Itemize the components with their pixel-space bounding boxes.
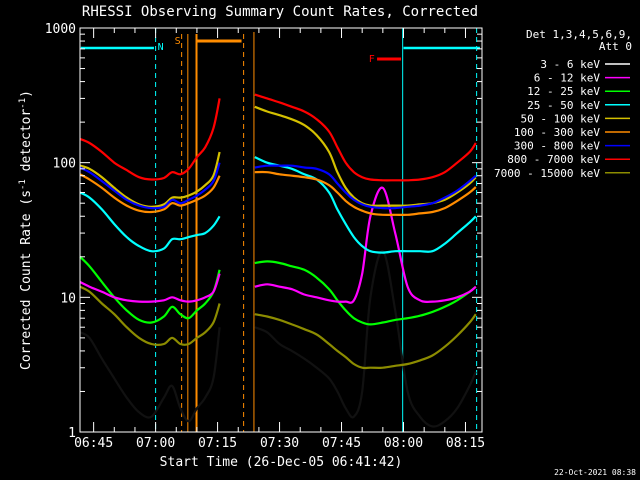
series-layer (79, 93, 477, 428)
y-axis-label-part-a: Corrected Count Rate (s (19, 190, 34, 370)
marker-lines: NS F (80, 36, 480, 65)
series-line-25-50-seg1 (79, 191, 221, 253)
series-line-800-7000-seg2 (254, 93, 477, 182)
y-axis-label: Corrected Count Rate (s-1 detector-1) (18, 90, 34, 370)
series-line-12-25-seg1 (79, 256, 221, 324)
y-axis-label-sup-2: -1 (18, 98, 28, 109)
chart-title: RHESSI Observing Summary Count Rates, Co… (82, 4, 478, 20)
legend-label-7: 300 - 800 keV (514, 140, 600, 153)
series-line-3-6-seg1 (79, 327, 221, 423)
series-line-100-300-seg2 (254, 170, 477, 216)
date-stamp: 22-Oct-2021 08:38 (554, 468, 636, 477)
legend-header-line-2: Att 0 (599, 40, 632, 53)
interval-markers (155, 28, 478, 432)
series-line-300-800-seg1 (79, 162, 221, 210)
marker-f-label: F (369, 54, 375, 65)
series-line-100-300-seg1 (79, 173, 221, 214)
y-axis-label-part-c: ) (19, 90, 34, 98)
marker-n-label: N (158, 42, 164, 53)
series-line-7000-15000-seg2 (254, 313, 477, 370)
series-line-12-25-seg2 (254, 260, 477, 326)
legend-label-9: 7000 - 15000 keV (494, 167, 600, 180)
legend-label-6: 100 - 300 keV (514, 126, 600, 139)
series-line-7000-15000-seg1 (79, 285, 221, 346)
series-line-50-100-seg1 (79, 151, 221, 208)
series-line-50-100-seg2 (254, 105, 477, 207)
legend-label-1: 3 - 6 keV (540, 58, 600, 71)
series-line-3-6-seg2 (254, 250, 477, 428)
x-axis-label: Start Time (26-Dec-05 06:41:42) (160, 455, 403, 470)
series-line-300-800-seg2 (254, 164, 477, 210)
marker-s-label: S (175, 36, 181, 47)
y-tick-label-1000: 1000 (45, 22, 76, 37)
y-axis-label-part-b: detector (19, 109, 34, 180)
x-tick-label-0800: 08:00 (384, 436, 423, 451)
legend-label-5: 50 - 100 keV (521, 112, 601, 125)
y-axis-label-sup-1: -1 (18, 179, 28, 190)
legend-header-line-1: Det 1,3,4,5,6,9, (526, 28, 632, 41)
legend-label-8: 800 - 7000 keV (507, 153, 600, 166)
x-tick-label-0730: 07:30 (260, 436, 299, 451)
legend-label-2: 6 - 12 keV (534, 72, 601, 85)
x-tick-label-0715: 07:15 (198, 436, 237, 451)
x-tick-label-0815: 08:15 (446, 436, 485, 451)
plot-frame (79, 27, 483, 433)
series-line-800-7000-seg1 (79, 98, 221, 181)
series-line-6-12-seg2 (254, 186, 477, 304)
x-tick-label-0700: 07:00 (136, 436, 175, 451)
y-tick-label-10: 10 (60, 291, 76, 306)
axis-ticks: 1 10 100 1000 06:45 07:00 07:15 07:30 07:45 08:00… (45, 22, 485, 451)
legend-label-3: 12 - 25 keV (527, 85, 600, 98)
plot-area: NS F 1 10 100 1000 06:45 07:00 07:15 07:30 07:45 0… (45, 22, 485, 451)
series-line-6-12-seg1 (79, 273, 221, 303)
x-tick-label-0645: 06:45 (74, 436, 113, 451)
y-tick-label-1: 1 (68, 426, 76, 441)
legend-label-4: 25 - 50 keV (527, 99, 600, 112)
y-tick-label-100: 100 (53, 157, 76, 172)
x-tick-label-0745: 07:45 (322, 436, 361, 451)
series-line-25-50-seg2 (254, 156, 477, 254)
